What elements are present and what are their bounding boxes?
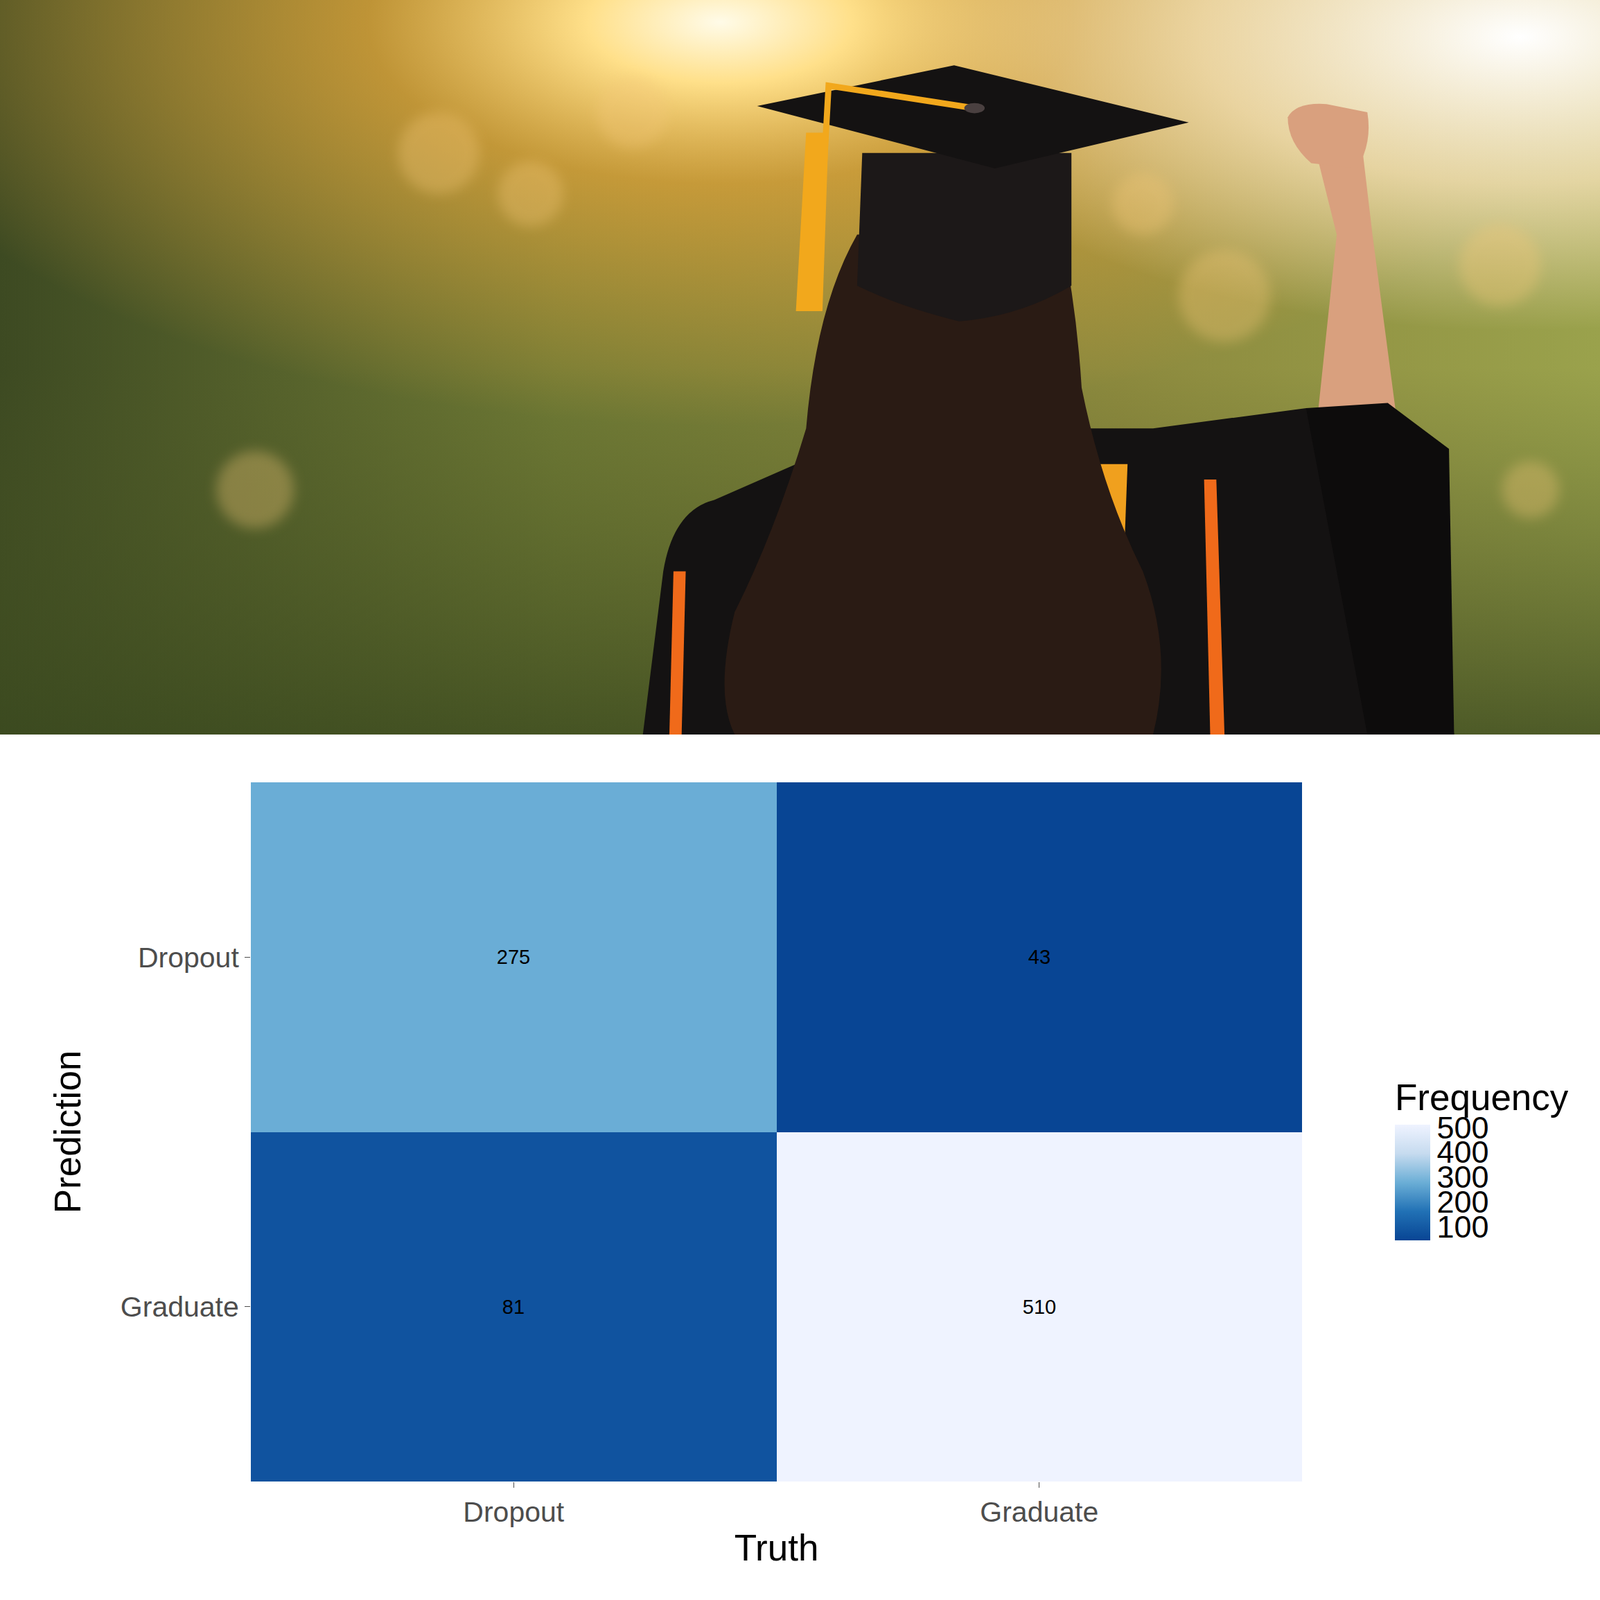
svg-text:Prediction: Prediction	[47, 1050, 89, 1215]
svg-text:Frequency: Frequency	[1394, 1076, 1569, 1118]
svg-text:500: 500	[1437, 1110, 1490, 1146]
svg-text:100: 100	[1437, 1209, 1490, 1245]
svg-text:Dropout: Dropout	[137, 941, 240, 974]
svg-text:Graduate: Graduate	[979, 1496, 1099, 1528]
svg-text:81: 81	[502, 1295, 525, 1318]
svg-text:300: 300	[1437, 1159, 1490, 1195]
svg-text:275: 275	[496, 945, 531, 969]
svg-text:Truth: Truth	[734, 1527, 820, 1569]
svg-text:43: 43	[1028, 945, 1051, 969]
svg-text:510: 510	[1022, 1295, 1057, 1318]
svg-text:400: 400	[1437, 1134, 1490, 1170]
svg-text:Graduate: Graduate	[120, 1290, 240, 1323]
svg-text:200: 200	[1437, 1184, 1490, 1220]
svg-text:Dropout: Dropout	[462, 1496, 565, 1528]
